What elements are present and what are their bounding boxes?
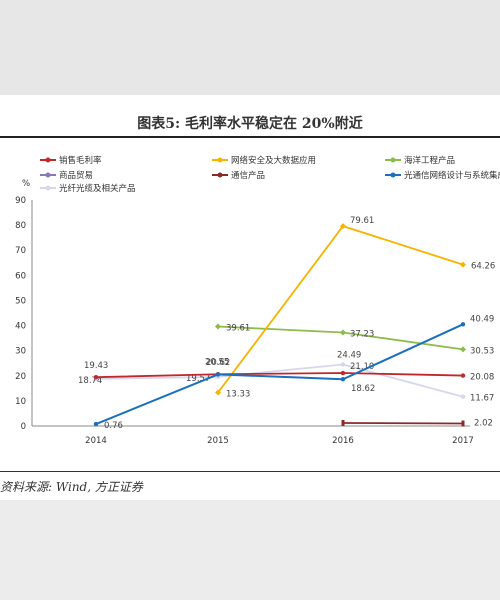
y-tick-label: 40 — [15, 322, 26, 332]
data-point — [340, 377, 346, 382]
y-axis-label: % — [22, 179, 30, 189]
data-label: 18.62 — [351, 384, 375, 394]
data-point — [460, 322, 466, 327]
y-tick-label: 80 — [15, 221, 26, 231]
legend-marker — [45, 157, 51, 163]
data-label: 40.49 — [470, 314, 494, 324]
x-tick-label: 2015 — [207, 436, 229, 446]
top-rule — [0, 136, 500, 138]
y-tick-label: 50 — [15, 296, 26, 306]
data-point — [341, 419, 345, 426]
legend-marker — [45, 185, 51, 191]
data-label: 24.49 — [337, 351, 361, 361]
data-label: 20.55 — [205, 357, 229, 367]
y-tick-label: 70 — [15, 246, 26, 256]
legend-label: 销售毛利率 — [59, 155, 102, 166]
y-tick-label: 20 — [15, 372, 26, 382]
series-line — [95, 372, 464, 379]
legend-marker — [390, 172, 396, 178]
data-point — [215, 389, 221, 396]
data-label: 64.26 — [471, 262, 495, 272]
bottom-rule — [0, 471, 500, 472]
series-line — [342, 422, 464, 425]
data-label: 0.76 — [104, 421, 123, 431]
legend-marker — [390, 157, 396, 163]
legend-marker — [217, 157, 223, 163]
data-point — [340, 329, 346, 336]
data-point — [215, 323, 221, 330]
data-point — [460, 373, 466, 378]
annotation-label: 2.02 — [474, 418, 493, 428]
legend-label: 海洋工程产品 — [404, 155, 455, 166]
data-point — [215, 372, 221, 377]
x-tick-label: 2016 — [332, 436, 354, 446]
data-label: 13.33 — [226, 390, 250, 400]
y-tick-label: 0 — [21, 422, 26, 432]
data-point — [460, 394, 466, 399]
data-point — [340, 223, 346, 230]
top-margin — [0, 0, 500, 95]
legend-label: 网络安全及大数据应用 — [231, 155, 316, 166]
series-line — [95, 323, 464, 426]
figure-title: 图表5: 毛利率水平稳定在 20%附近 — [137, 116, 363, 132]
data-label: 19.57 — [186, 374, 210, 384]
legend-marker — [45, 172, 51, 178]
figure-card — [0, 95, 500, 500]
data-label: 37.23 — [350, 330, 374, 340]
data-point — [93, 421, 99, 427]
data-label: 21.10 — [350, 362, 374, 372]
data-point — [93, 375, 99, 380]
data-label: 20.62 — [206, 358, 230, 368]
data-label: 18.74 — [78, 376, 102, 386]
series-line — [217, 325, 464, 351]
data-label: 30.53 — [470, 346, 494, 356]
data-point — [461, 420, 465, 427]
bottom-margin — [0, 500, 500, 600]
data-point — [460, 346, 466, 353]
x-tick-label: 2017 — [452, 436, 474, 446]
series-line — [95, 363, 464, 398]
legend-marker — [217, 172, 223, 178]
series-line — [217, 225, 464, 394]
data-label: 19.43 — [84, 361, 108, 371]
legend-label: 通信产品 — [231, 170, 265, 181]
legend-label: 光纤光缆及相关产品 — [59, 183, 136, 194]
data-label: 39.61 — [226, 324, 250, 334]
x-tick-label: 2014 — [85, 436, 107, 446]
y-tick-label: 30 — [15, 347, 26, 357]
data-point — [340, 362, 346, 367]
legend-label: 商品贸易 — [59, 170, 93, 181]
legend-label: 光通信网络设计与系统集成 — [404, 170, 500, 181]
data-label: 11.67 — [470, 394, 494, 404]
data-point — [340, 370, 346, 376]
y-tick-label: 60 — [15, 271, 26, 281]
source-note: 资料来源: Wind, 方正证券 — [0, 480, 143, 494]
data-point — [460, 261, 466, 268]
line-chart: 0 10 20 30 40 50 60 70 80 90% 2014 2015 2016 2017 销售毛利… — [15, 155, 500, 446]
y-tick-label: 10 — [15, 397, 26, 407]
data-label: 79.61 — [350, 216, 374, 226]
y-tick-label: 90 — [15, 196, 26, 206]
data-label: 20.08 — [470, 373, 494, 383]
